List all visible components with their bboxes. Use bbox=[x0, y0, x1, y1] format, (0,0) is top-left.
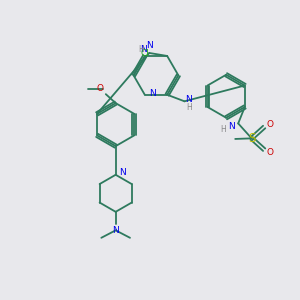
Text: O: O bbox=[96, 84, 103, 93]
Text: N: N bbox=[228, 122, 235, 131]
Text: N: N bbox=[146, 41, 153, 50]
Text: N: N bbox=[149, 89, 156, 98]
Text: H: H bbox=[138, 45, 144, 54]
Text: N: N bbox=[185, 95, 192, 104]
Text: H: H bbox=[186, 103, 191, 112]
Text: H: H bbox=[220, 125, 226, 134]
Text: O: O bbox=[267, 148, 274, 157]
Text: O: O bbox=[267, 119, 274, 128]
Text: Cl: Cl bbox=[140, 49, 149, 58]
Text: N: N bbox=[112, 226, 119, 235]
Text: N: N bbox=[119, 168, 126, 177]
Text: S: S bbox=[248, 132, 255, 145]
Text: N: N bbox=[140, 46, 147, 55]
